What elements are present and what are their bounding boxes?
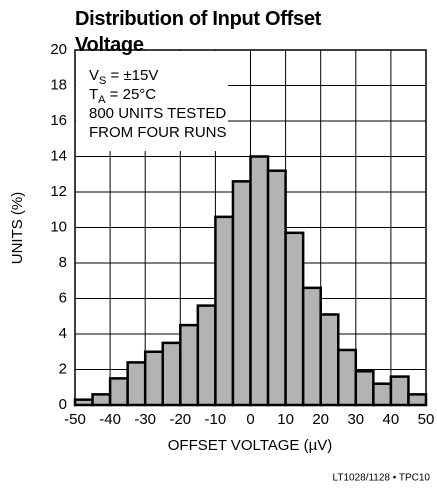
bar <box>108 377 129 407</box>
y-tick-label: 18 <box>50 76 67 93</box>
bar <box>73 398 94 407</box>
x-tick-label: 20 <box>312 411 329 428</box>
y-axis-label: UNITS (%) <box>9 192 26 265</box>
x-tick-label: 10 <box>277 411 294 428</box>
annotation-sub: A <box>98 94 106 106</box>
y-tick-label: 14 <box>50 147 67 164</box>
y-tick-label: 20 <box>50 41 67 58</box>
bar <box>161 341 182 407</box>
bar <box>389 375 410 407</box>
bar <box>284 231 305 407</box>
x-tick-label: -30 <box>134 411 156 428</box>
y-tick-label: 4 <box>59 325 67 342</box>
y-tick-label: 0 <box>59 396 67 413</box>
bar <box>372 382 393 407</box>
x-tick-label: 40 <box>383 411 400 428</box>
bar <box>319 313 340 407</box>
bar <box>301 286 322 407</box>
annotation-text: FROM FOUR RUNS <box>89 124 227 141</box>
x-tick-label: 50 <box>418 411 435 428</box>
y-tick-label: 16 <box>50 112 67 129</box>
x-tick-label: 30 <box>347 411 364 428</box>
plot-frame <box>74 49 427 406</box>
x-tick-label: -40 <box>99 411 121 428</box>
annotation: 800 UNITS TESTED <box>89 105 226 122</box>
annotation-text: V <box>89 67 99 84</box>
bar <box>196 304 217 407</box>
y-tick-label: 12 <box>50 183 67 200</box>
annotation: FROM FOUR RUNS <box>89 124 227 141</box>
x-tick-label: 0 <box>246 411 254 428</box>
bar <box>214 215 235 407</box>
annotation-rest: = ±15V <box>106 67 158 84</box>
bar <box>91 393 112 407</box>
annotation-text: 800 UNITS TESTED <box>89 105 226 122</box>
footnote: LT1028/1128 • TPC10 <box>333 473 431 484</box>
bar <box>143 350 164 407</box>
bar <box>179 323 200 407</box>
x-tick-label: -50 <box>64 411 86 428</box>
y-tick-label: 2 <box>59 360 67 377</box>
bar <box>249 155 270 407</box>
annotation: TA = 25°C <box>89 86 156 106</box>
y-tick-label: 6 <box>59 289 67 306</box>
labels: 0 2 4 6 8 10 12 14 16 18 20 -50 -40 -30 -20 -10 0 10 20 30 4… <box>50 41 434 428</box>
bar <box>231 180 252 407</box>
chart-title: Distribution of Input Offset Voltage <box>75 8 322 56</box>
bar <box>126 361 147 407</box>
annotation-text: T <box>89 86 98 103</box>
annotation-rest: = 25°C <box>106 86 157 103</box>
bar <box>266 169 287 407</box>
x-tick-label: -20 <box>169 411 191 428</box>
x-tick-label: -10 <box>205 411 227 428</box>
y-tick-label: 8 <box>59 254 67 271</box>
annotation-box <box>76 51 228 151</box>
y-tick-label: 10 <box>50 218 67 235</box>
bar <box>354 370 375 407</box>
bar <box>407 393 428 407</box>
annotation: VS = ±15V <box>89 67 158 87</box>
bars <box>73 155 428 407</box>
annotation-sub: S <box>99 75 106 87</box>
x-axis-label: OFFSET VOLTAGE (µV) <box>168 437 333 454</box>
bar <box>337 348 358 407</box>
